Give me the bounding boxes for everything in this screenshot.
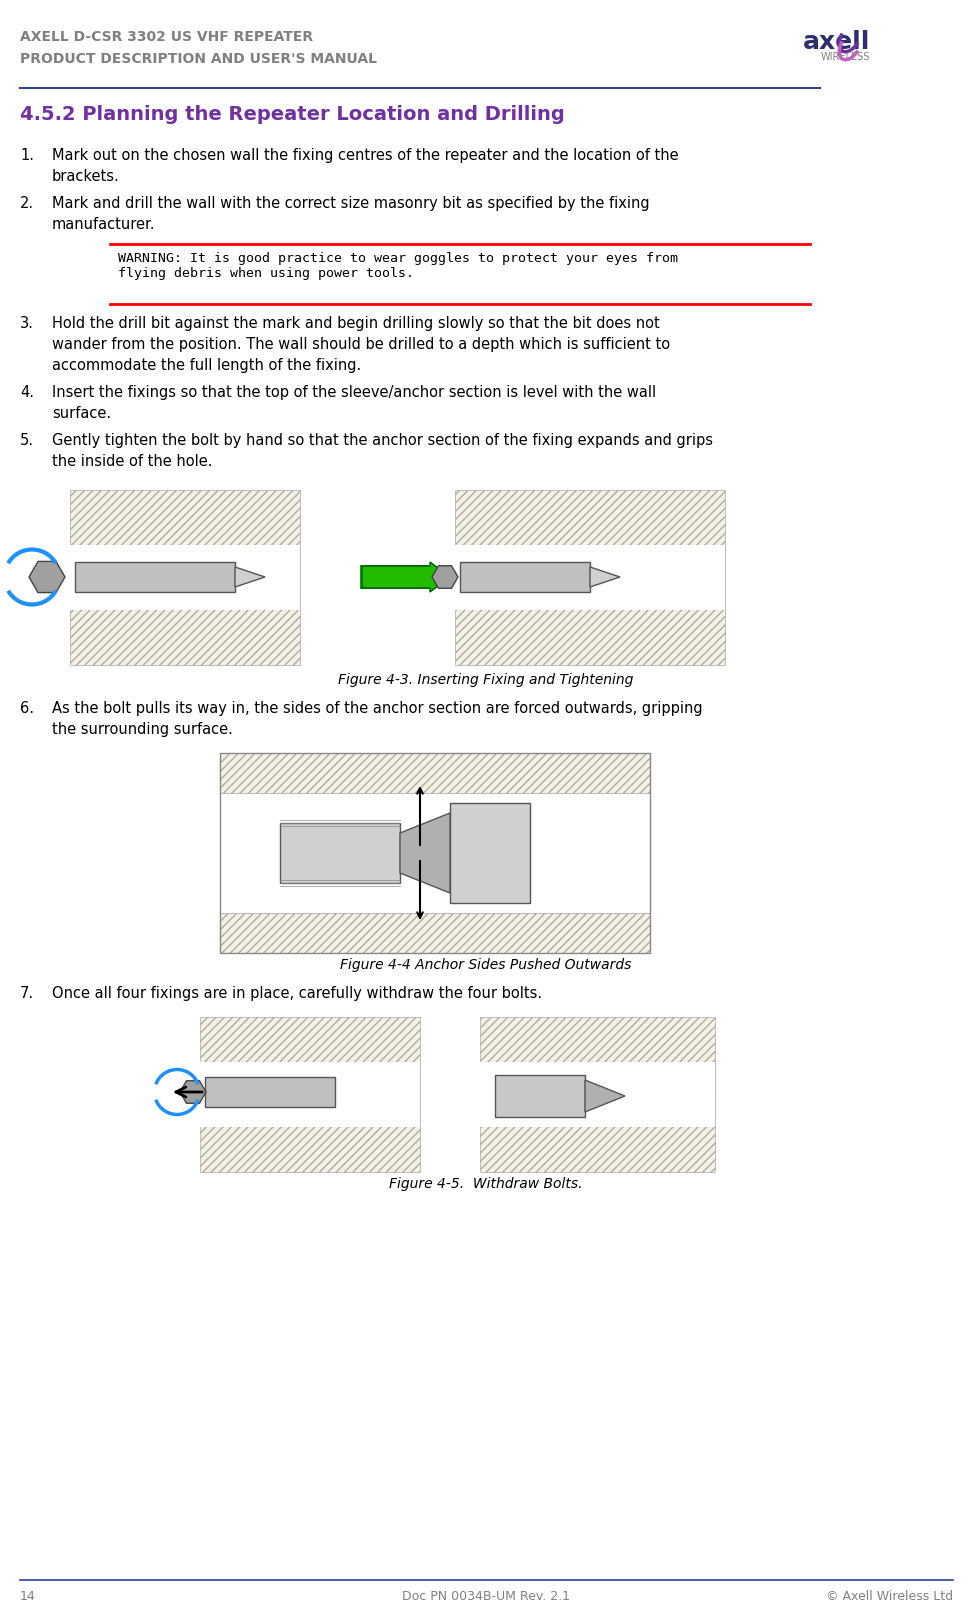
Text: As the bolt pulls its way in, the sides of the anchor section are forced outward: As the bolt pulls its way in, the sides …: [52, 700, 703, 717]
Text: WARNING: It is good practice to wear goggles to protect your eyes from
flying de: WARNING: It is good practice to wear gog…: [118, 252, 678, 279]
Bar: [70, 546, 300, 610]
Bar: [495, 1075, 585, 1117]
Text: Doc PN 0034B-UM Rev. 2.1: Doc PN 0034B-UM Rev. 2.1: [402, 1590, 570, 1603]
Text: 4.: 4.: [20, 386, 34, 400]
Text: 5.: 5.: [20, 433, 34, 449]
Bar: [70, 546, 300, 610]
Text: 6.: 6.: [20, 700, 34, 717]
Text: 1.: 1.: [20, 148, 34, 163]
Text: Figure 4-3. Inserting Fixing and Tightening: Figure 4-3. Inserting Fixing and Tighten…: [339, 673, 633, 688]
Bar: [205, 1077, 335, 1107]
Text: brackets.: brackets.: [52, 169, 120, 184]
Bar: [480, 1062, 715, 1127]
Bar: [200, 1017, 420, 1172]
Bar: [70, 491, 300, 665]
Text: Gently tighten the bolt by hand so that the anchor section of the fixing expands: Gently tighten the bolt by hand so that …: [52, 433, 713, 449]
Bar: [455, 491, 725, 665]
Bar: [200, 1062, 420, 1127]
Text: 14: 14: [20, 1590, 36, 1603]
Text: 3.: 3.: [20, 316, 34, 331]
Bar: [450, 804, 530, 902]
Text: Insert the fixings so that the top of the sleeve/anchor section is level with th: Insert the fixings so that the top of th…: [52, 386, 656, 400]
Text: WIRELESS: WIRELESS: [820, 52, 870, 61]
Polygon shape: [585, 1080, 625, 1112]
Polygon shape: [235, 567, 265, 587]
Text: the surrounding surface.: the surrounding surface.: [52, 721, 233, 738]
Text: 4.5.2 Planning the Repeater Location and Drilling: 4.5.2 Planning the Repeater Location and…: [20, 105, 564, 124]
Bar: [220, 914, 650, 952]
Text: accommodate the full length of the fixing.: accommodate the full length of the fixin…: [52, 358, 361, 373]
Bar: [75, 562, 235, 592]
Text: the inside of the hole.: the inside of the hole.: [52, 454, 212, 470]
Bar: [220, 754, 650, 952]
Text: wander from the position. The wall should be drilled to a depth which is suffici: wander from the position. The wall shoul…: [52, 337, 670, 352]
Text: manufacturer.: manufacturer.: [52, 216, 156, 232]
Text: PRODUCT DESCRIPTION AND USER'S MANUAL: PRODUCT DESCRIPTION AND USER'S MANUAL: [20, 52, 377, 66]
Bar: [220, 792, 650, 914]
Text: Mark out on the chosen wall the fixing centres of the repeater and the location : Mark out on the chosen wall the fixing c…: [52, 148, 678, 163]
Text: surface.: surface.: [52, 407, 111, 421]
Text: Once all four fixings are in place, carefully withdraw the four bolts.: Once all four fixings are in place, care…: [52, 986, 542, 1001]
Text: 7.: 7.: [20, 986, 34, 1001]
Text: © Axell Wireless Ltd: © Axell Wireless Ltd: [826, 1590, 953, 1603]
Text: axell: axell: [803, 31, 870, 53]
Bar: [460, 562, 590, 592]
FancyArrow shape: [362, 562, 450, 592]
Bar: [360, 565, 430, 589]
Bar: [480, 1017, 715, 1172]
Text: Figure 4-4 Anchor Sides Pushed Outwards: Figure 4-4 Anchor Sides Pushed Outwards: [341, 959, 631, 972]
Bar: [280, 823, 400, 883]
Text: Figure 4-5.  Withdraw Bolts.: Figure 4-5. Withdraw Bolts.: [389, 1177, 583, 1191]
Bar: [220, 754, 650, 792]
Text: 2.: 2.: [20, 195, 34, 211]
Text: Hold the drill bit against the mark and begin drilling slowly so that the bit do: Hold the drill bit against the mark and …: [52, 316, 660, 331]
Text: AXELL D-CSR 3302 US VHF REPEATER: AXELL D-CSR 3302 US VHF REPEATER: [20, 31, 313, 44]
Text: Mark and drill the wall with the correct size masonry bit as specified by the fi: Mark and drill the wall with the correct…: [52, 195, 650, 211]
Polygon shape: [400, 813, 450, 893]
Bar: [455, 546, 725, 610]
Polygon shape: [590, 567, 620, 587]
